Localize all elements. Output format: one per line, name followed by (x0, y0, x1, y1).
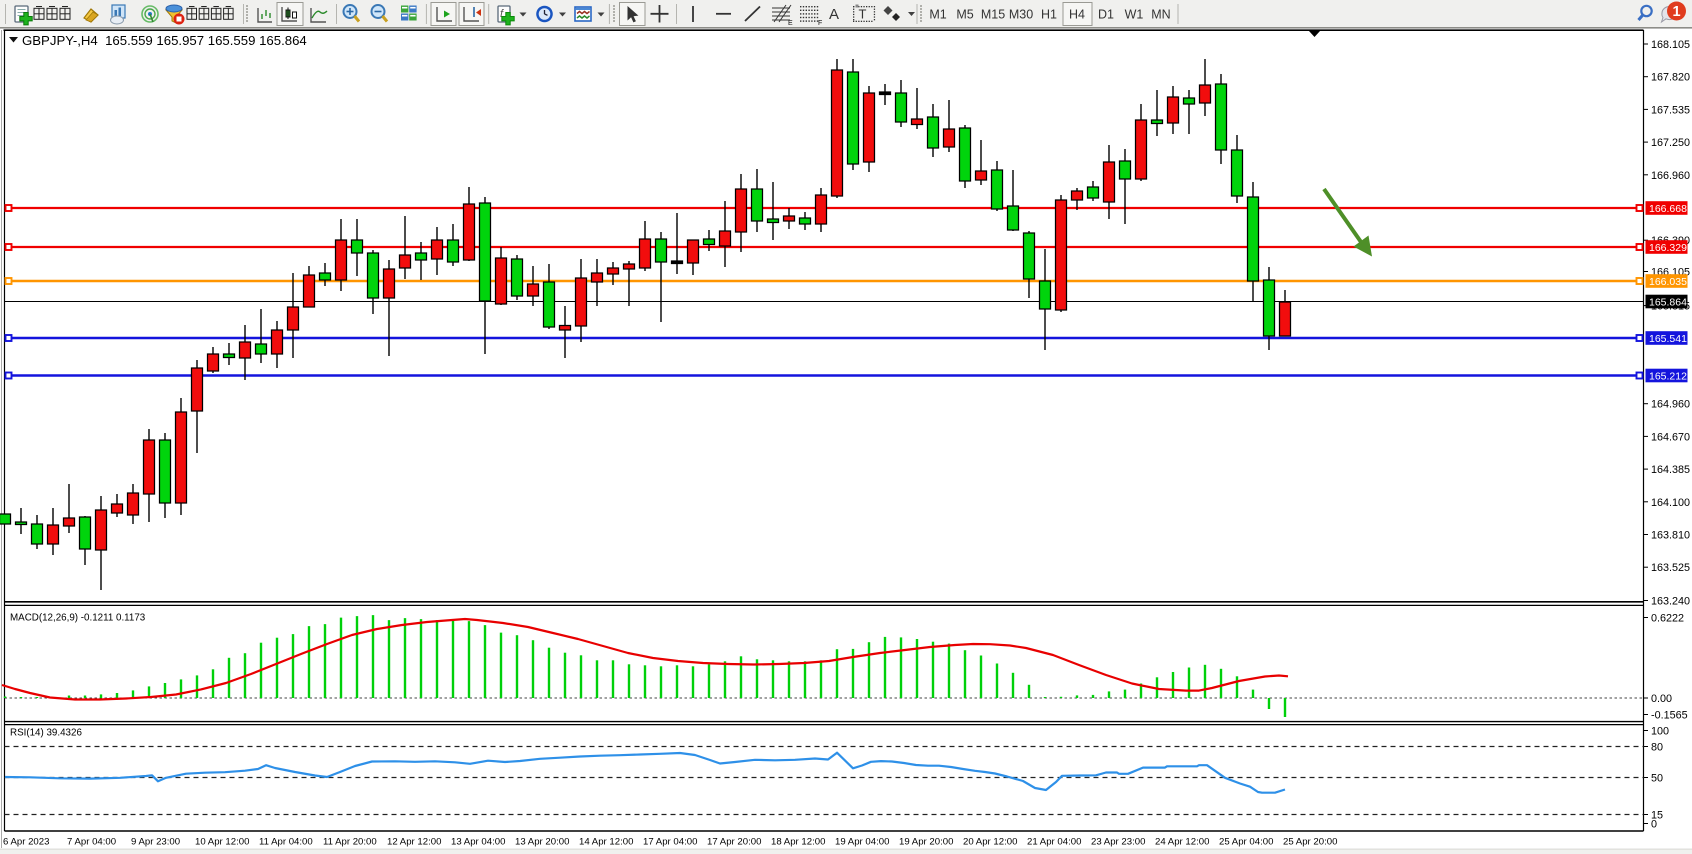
svg-text:7 Apr 04:00: 7 Apr 04:00 (67, 837, 116, 848)
svg-text:0: 0 (1651, 819, 1657, 831)
svg-text:D1: D1 (1098, 8, 1114, 22)
svg-text:10 Apr 12:00: 10 Apr 12:00 (195, 837, 249, 848)
svg-text:164.670: 164.670 (1651, 431, 1690, 443)
svg-text:0.6222: 0.6222 (1651, 613, 1684, 625)
svg-text:9 Apr 23:00: 9 Apr 23:00 (131, 837, 180, 848)
svg-text:24 Apr 12:00: 24 Apr 12:00 (1155, 837, 1209, 848)
svg-text:164.100: 164.100 (1651, 497, 1690, 509)
svg-text:6 Apr 2023: 6 Apr 2023 (3, 837, 49, 848)
svg-text:25 Apr 20:00: 25 Apr 20:00 (1283, 837, 1337, 848)
svg-text:MN: MN (1151, 8, 1170, 22)
svg-text:18 Apr 12:00: 18 Apr 12:00 (771, 837, 825, 848)
svg-text:166.035: 166.035 (1649, 276, 1687, 288)
svg-text:21 Apr 04:00: 21 Apr 04:00 (1027, 837, 1081, 848)
svg-text:25 Apr 04:00: 25 Apr 04:00 (1219, 837, 1273, 848)
svg-text:23 Apr 23:00: 23 Apr 23:00 (1091, 837, 1145, 848)
svg-text:H1: H1 (1041, 8, 1057, 22)
svg-text:13 Apr 20:00: 13 Apr 20:00 (515, 837, 569, 848)
svg-text:20 Apr 12:00: 20 Apr 12:00 (963, 837, 1017, 848)
svg-text:-0.1565: -0.1565 (1651, 710, 1688, 722)
svg-text:M1: M1 (929, 8, 946, 22)
svg-text:80: 80 (1651, 742, 1663, 754)
svg-text:164.385: 164.385 (1651, 464, 1690, 476)
svg-text:17 Apr 20:00: 17 Apr 20:00 (707, 837, 761, 848)
svg-text:f: f (500, 8, 504, 20)
svg-text:A: A (829, 6, 839, 23)
svg-text:19 Apr 04:00: 19 Apr 04:00 (835, 837, 889, 848)
svg-text:166.668: 166.668 (1649, 203, 1687, 215)
svg-text:GBPJPY-,H4 165.559 165.957 16: GBPJPY-,H4 165.559 165.957 165.559 165.8… (22, 33, 307, 48)
svg-text:167.250: 167.250 (1651, 137, 1690, 149)
svg-text:165.212: 165.212 (1649, 371, 1687, 383)
svg-text:163.810: 163.810 (1651, 530, 1690, 542)
svg-text:14 Apr 12:00: 14 Apr 12:00 (579, 837, 633, 848)
svg-text:E: E (788, 20, 793, 27)
svg-text:165.864: 165.864 (1649, 297, 1687, 309)
svg-text:50: 50 (1651, 773, 1663, 785)
svg-text:15: 15 (1651, 810, 1663, 822)
svg-text:168.105: 168.105 (1651, 39, 1690, 51)
svg-text:166.960: 166.960 (1651, 170, 1690, 182)
svg-text:M15: M15 (981, 8, 1005, 22)
svg-text:11 Apr 04:00: 11 Apr 04:00 (259, 837, 313, 848)
svg-text:M5: M5 (956, 8, 973, 22)
svg-text:11 Apr 20:00: 11 Apr 20:00 (323, 837, 377, 848)
svg-text:166.329: 166.329 (1649, 242, 1687, 254)
svg-text:13 Apr 04:00: 13 Apr 04:00 (451, 837, 505, 848)
svg-text:100: 100 (1651, 726, 1669, 738)
svg-text:F: F (818, 20, 822, 27)
svg-text:W1: W1 (1125, 8, 1144, 22)
svg-text:167.820: 167.820 (1651, 72, 1690, 84)
svg-text:17 Apr 04:00: 17 Apr 04:00 (643, 837, 697, 848)
svg-text:RSI(14) 39.4326: RSI(14) 39.4326 (10, 728, 82, 739)
svg-text:19 Apr 20:00: 19 Apr 20:00 (899, 837, 953, 848)
svg-text:167.535: 167.535 (1651, 104, 1690, 116)
svg-text:163.240: 163.240 (1651, 596, 1690, 608)
svg-text:MACD(12,26,9) -0.1211 0.1173: MACD(12,26,9) -0.1211 0.1173 (10, 613, 146, 624)
svg-text:164.960: 164.960 (1651, 399, 1690, 411)
svg-text:163.525: 163.525 (1651, 562, 1690, 574)
svg-text:H4: H4 (1069, 8, 1085, 22)
svg-text:1: 1 (1672, 4, 1680, 20)
svg-text:T: T (859, 7, 867, 22)
svg-text:12 Apr 12:00: 12 Apr 12:00 (387, 837, 441, 848)
svg-text:0.00: 0.00 (1651, 693, 1672, 705)
svg-text:M30: M30 (1009, 8, 1033, 22)
svg-text:165.541: 165.541 (1649, 333, 1687, 345)
